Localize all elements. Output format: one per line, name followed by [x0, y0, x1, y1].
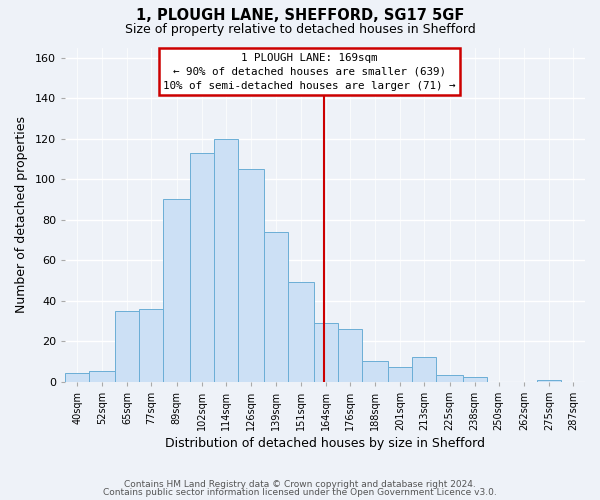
Bar: [388, 368, 412, 382]
Bar: [264, 232, 288, 382]
Text: Size of property relative to detached houses in Shefford: Size of property relative to detached ho…: [125, 22, 475, 36]
Bar: [314, 323, 338, 382]
Bar: [89, 372, 115, 382]
Bar: [238, 169, 264, 382]
Text: 1, PLOUGH LANE, SHEFFORD, SG17 5GF: 1, PLOUGH LANE, SHEFFORD, SG17 5GF: [136, 8, 464, 22]
Bar: [412, 357, 436, 382]
X-axis label: Distribution of detached houses by size in Shefford: Distribution of detached houses by size …: [165, 437, 485, 450]
Bar: [288, 282, 314, 382]
Text: 1 PLOUGH LANE: 169sqm
← 90% of detached houses are smaller (639)
10% of semi-det: 1 PLOUGH LANE: 169sqm ← 90% of detached …: [163, 52, 456, 90]
Y-axis label: Number of detached properties: Number of detached properties: [15, 116, 28, 313]
Bar: [190, 153, 214, 382]
Bar: [338, 329, 362, 382]
Bar: [463, 378, 487, 382]
Text: Contains public sector information licensed under the Open Government Licence v3: Contains public sector information licen…: [103, 488, 497, 497]
Bar: [115, 310, 139, 382]
Bar: [436, 376, 463, 382]
Bar: [139, 308, 163, 382]
Bar: [537, 380, 561, 382]
Bar: [214, 138, 238, 382]
Bar: [65, 374, 89, 382]
Bar: [362, 362, 388, 382]
Bar: [163, 200, 190, 382]
Text: Contains HM Land Registry data © Crown copyright and database right 2024.: Contains HM Land Registry data © Crown c…: [124, 480, 476, 489]
